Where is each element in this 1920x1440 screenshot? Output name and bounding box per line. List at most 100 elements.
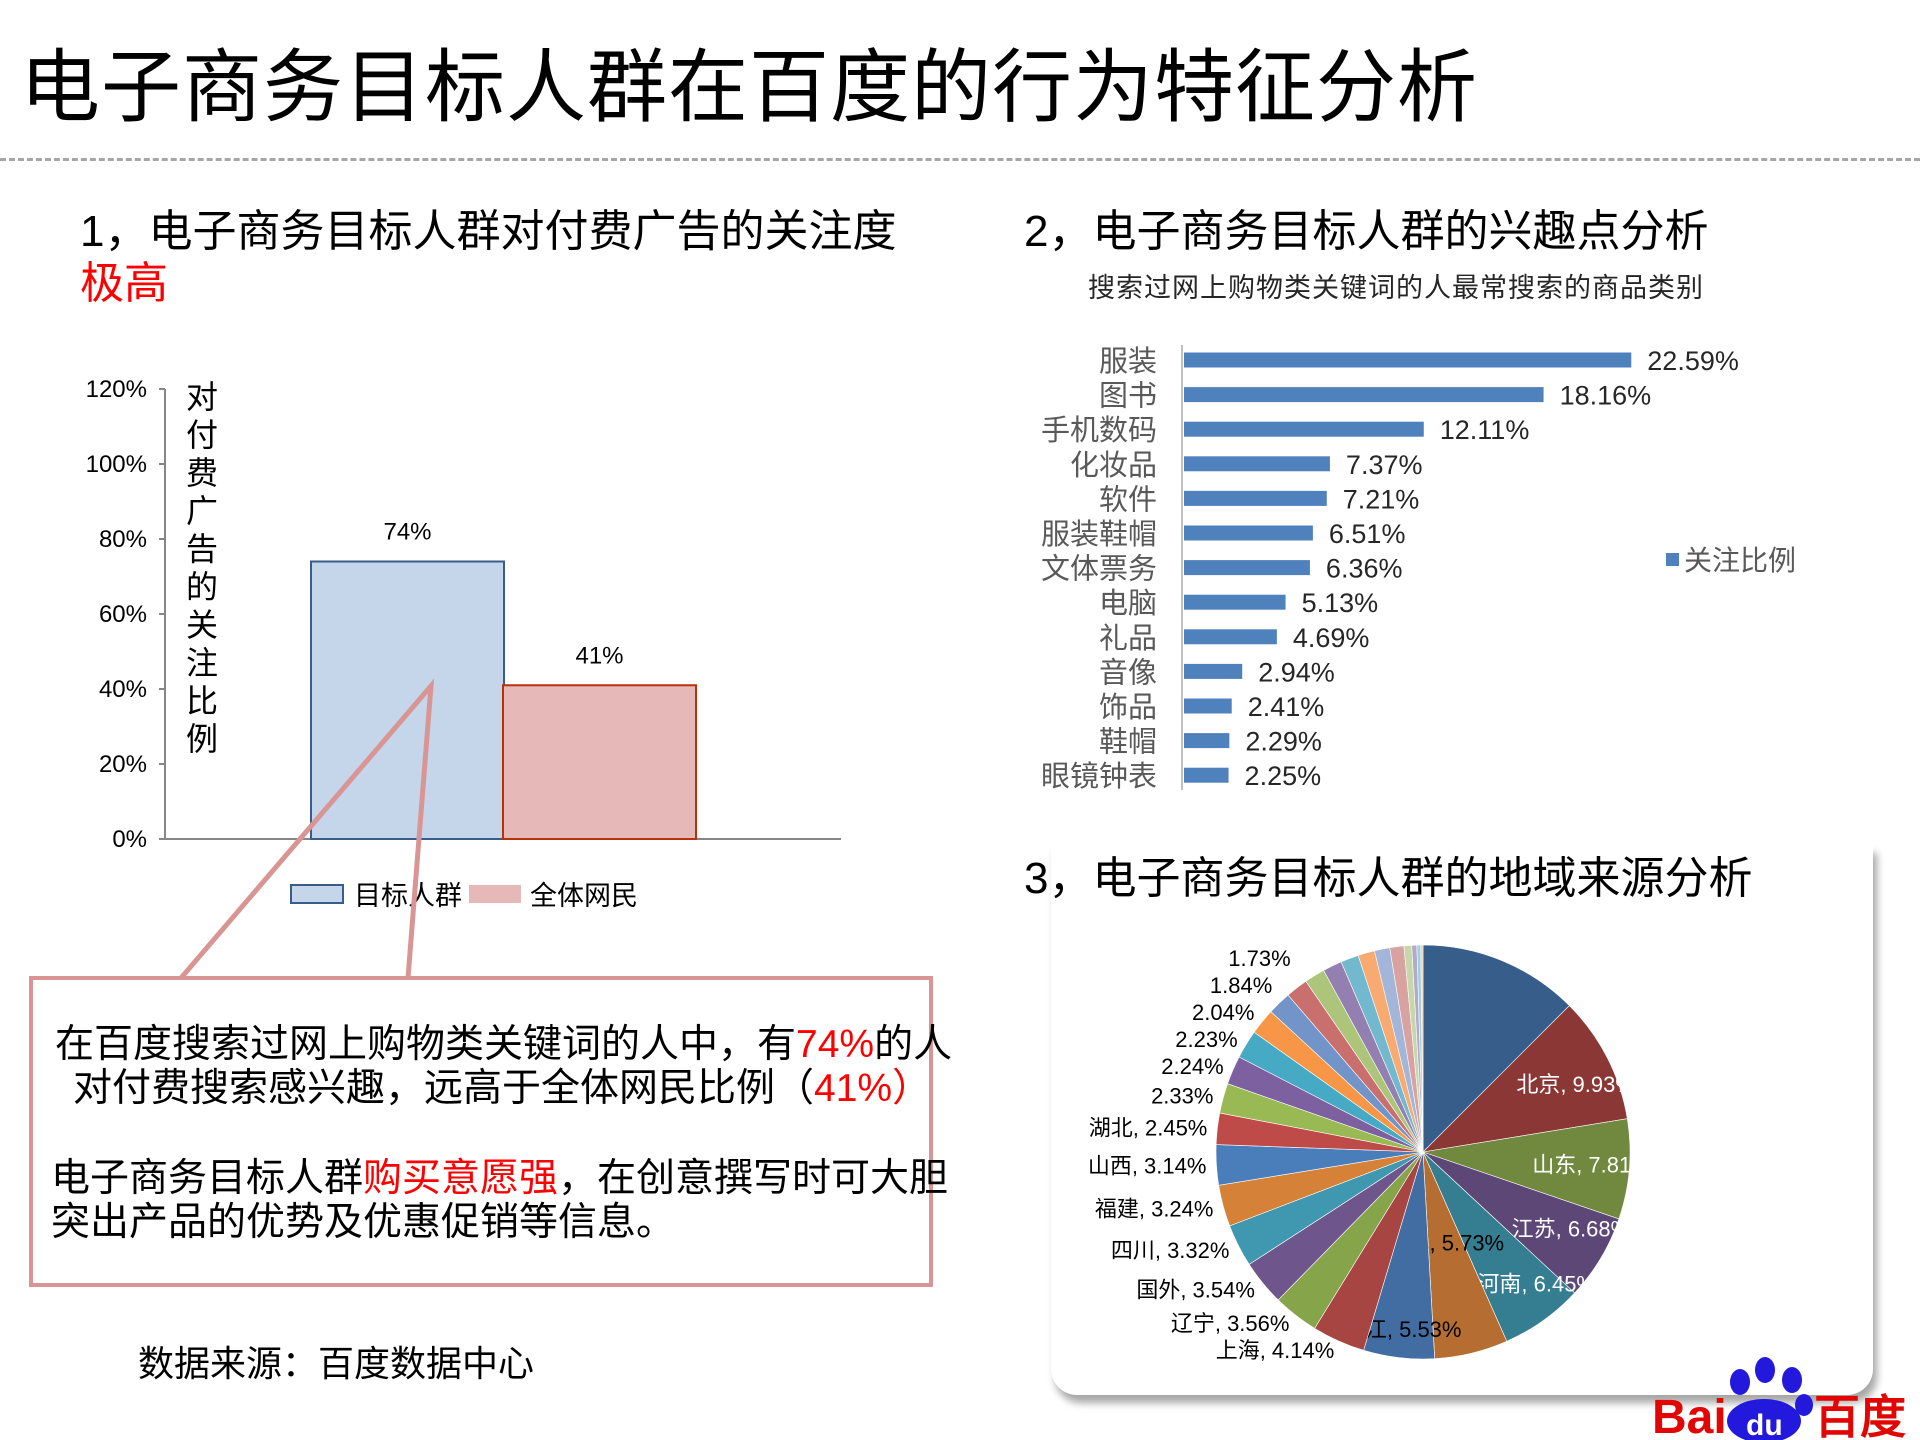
pie-data-label: 山东, 7.81% (1532, 1152, 1651, 1177)
pie-slice (1422, 1005, 1628, 1153)
callout-text: 对付费搜索感兴趣，远高于全体网民比例（ (73, 1067, 815, 1110)
bar-all-netizens (502, 684, 697, 840)
pie-data-label: 山西, 3.14% (1088, 1154, 1207, 1179)
category-label: 服装 (1099, 345, 1157, 378)
callout-highlight: 购买意愿强 (363, 1157, 559, 1200)
logo-text-baidu-cn: 百度 (1814, 1391, 1906, 1440)
callout-line-1: 在百度搜索过网上购物类关键词的人中，有74%的人 (55, 1022, 952, 1068)
bar-data-label: 18.16% (1560, 381, 1652, 411)
bar-data-label: 2.94% (1258, 657, 1335, 687)
bar-data-label: 22.59% (1647, 346, 1739, 376)
legend-label: 关注比例 (1684, 545, 1796, 576)
region-pie-chart: 北京, 9.93%山东, 7.81%江苏, 6.68%河南, 6.45%河北, … (1088, 944, 1651, 1363)
logo-text-bai: Bai (1652, 1391, 1727, 1440)
bar-data-label: 6.51% (1329, 519, 1406, 549)
y-axis-title-char: 比 (186, 683, 218, 719)
bar (1184, 698, 1232, 714)
pie-data-label: 2.04% (1192, 1000, 1254, 1025)
y-tick-label: 40% (99, 676, 147, 703)
section2-title: 2，电子商务目标人群的兴趣点分析 (1024, 207, 1709, 256)
interest-category-bar-chart: 服装 22.59% 图书 18.16% 手机数码 12.11% 化妆品 7.37% 软件 7.21… (1041, 345, 1796, 793)
callout-text: 电子商务目标人群 (51, 1157, 364, 1200)
pie-data-label: 湖北, 2.45% (1089, 1116, 1208, 1141)
legend-swatch (290, 884, 344, 904)
category-label: 文体票务 (1041, 553, 1157, 586)
bar (1184, 490, 1327, 506)
bar (1184, 525, 1313, 541)
bar-data-label: 12.11% (1440, 415, 1530, 445)
category-label: 图书 (1099, 380, 1157, 413)
bar (1184, 560, 1310, 576)
y-axis-title-char: 广 (186, 493, 218, 529)
y-tick-label: 120% (86, 376, 147, 403)
pie-data-label: 2.33% (1151, 1084, 1213, 1109)
y-axis-title-char: 费 (186, 455, 218, 491)
category-label: 眼镜钟表 (1041, 760, 1157, 793)
y-axis-title-char: 例 (186, 721, 218, 757)
pie-data-label: 国外, 3.54% (1136, 1277, 1255, 1302)
legend-label: 目标人群 (354, 881, 462, 911)
category-label: 服装鞋帽 (1041, 518, 1157, 551)
y-tick-label: 20% (99, 751, 147, 778)
section1-highlight: 极高 (80, 259, 168, 308)
y-axis-title-char: 告 (186, 531, 218, 567)
bar (1184, 767, 1229, 783)
bar-target-group (310, 560, 505, 840)
y-axis-title-char: 注 (186, 645, 218, 681)
bar-data-label: 2.25% (1245, 761, 1322, 791)
bar-data-label: 2.41% (1248, 692, 1325, 722)
bar (1184, 733, 1230, 749)
callout-line-3: 电子商务目标人群购买意愿强，在创意撰写时可大胆 (51, 1156, 948, 1202)
callout-box: 在百度搜索过网上购物类关键词的人中，有74%的人 对付费搜索感兴趣，远高于全体网… (29, 976, 952, 1287)
pie-slice (1422, 944, 1570, 1153)
category-label: 电脑 (1099, 587, 1157, 620)
y-axis-title-char: 的 (186, 569, 218, 605)
callout-highlight: 74% (796, 1023, 875, 1066)
callout-line-4: 突出产品的优势及优惠促销等信息。 (51, 1201, 676, 1244)
legend-swatch (1666, 553, 1679, 566)
pie-data-label: 河南, 6.45% (1477, 1271, 1596, 1296)
paw-icon (1727, 1357, 1813, 1440)
y-axis-title-char: 关 (186, 607, 218, 643)
pie-data-label: 1.84% (1210, 973, 1272, 998)
y-tick-label: 0% (112, 826, 147, 853)
category-label: 软件 (1099, 483, 1157, 516)
bar (1184, 456, 1330, 472)
category-label: 鞋帽 (1099, 726, 1157, 759)
bar (1184, 387, 1544, 403)
callout-highlight: 41% (814, 1067, 893, 1110)
bar-data-label: 2.29% (1245, 727, 1322, 757)
y-axis-title-char: 付 (186, 417, 218, 453)
pie-data-label: 2.23% (1175, 1027, 1237, 1052)
bar-data-label: 6.36% (1326, 554, 1403, 584)
pie-data-label: 1.73% (1228, 946, 1290, 971)
legend-label: 全体网民 (530, 881, 638, 911)
bar-data-label: 4.69% (1293, 623, 1370, 653)
pie-data-label: 辽宁, 3.56% (1171, 1311, 1290, 1336)
pie-slice (1420, 944, 1424, 1153)
category-label: 音像 (1099, 656, 1157, 689)
baidu-logo: Bai du 百度 (1652, 1357, 1906, 1440)
callout-text: 的人 (874, 1023, 953, 1066)
category-label: 饰品 (1099, 691, 1157, 724)
y-tick-label: 60% (99, 601, 147, 628)
section3-title: 3，电子商务目标人群的地域来源分析 (1024, 854, 1753, 903)
bar-data-label: 7.21% (1343, 484, 1420, 514)
bar (1184, 594, 1286, 610)
callout-text: ） (892, 1067, 932, 1110)
section1-title: 1，电子商务目标人群对付费广告的关注度 (80, 207, 897, 256)
bar-data-label: 7.37% (1346, 450, 1423, 480)
category-label: 礼品 (1099, 622, 1157, 655)
bar (1184, 629, 1277, 645)
y-tick-label: 80% (99, 526, 147, 553)
category-label: 手机数码 (1041, 414, 1157, 447)
callout-text: ，在创意撰写时可大胆 (558, 1157, 949, 1200)
bar-data-label: 41% (575, 642, 623, 669)
bar (1184, 421, 1424, 437)
y-tick-label: 100% (86, 451, 147, 478)
callout-text: 在百度搜索过网上购物类关键词的人中，有 (55, 1023, 797, 1066)
category-label: 化妆品 (1070, 449, 1157, 482)
pie-data-label: 江苏, 6.68% (1512, 1217, 1631, 1242)
logo-text-du: du (1746, 1409, 1783, 1440)
